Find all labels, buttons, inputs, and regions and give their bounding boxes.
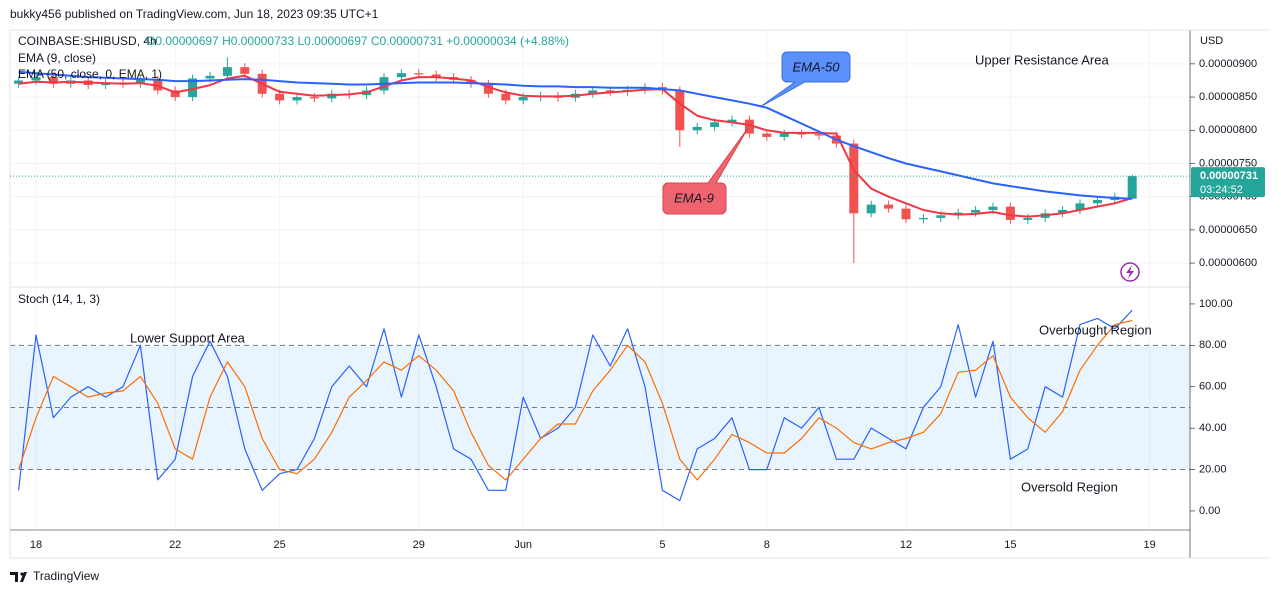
candle-body: [466, 79, 476, 84]
candle-body: [814, 134, 824, 136]
tradingview-logo: [10, 572, 27, 582]
candle-body: [292, 97, 302, 101]
y-tick-label: 0.00: [1199, 505, 1220, 517]
candle-body: [936, 215, 946, 218]
candle-body: [588, 90, 598, 94]
x-tick-label: 19: [1143, 539, 1155, 551]
x-tick-label: 5: [659, 539, 665, 551]
candle-body: [918, 217, 928, 220]
candle-body: [710, 122, 720, 127]
candle-body: [988, 206, 998, 210]
candle-body: [14, 80, 24, 84]
legend-ema9: EMA (9, close): [18, 51, 96, 65]
y-tick-label: 40.00: [1199, 422, 1227, 434]
candle-body: [31, 77, 41, 81]
x-tick-label: 25: [273, 539, 285, 551]
candle-body: [884, 204, 894, 209]
y-tick-label: 0.00000900: [1199, 58, 1257, 70]
candle-body: [744, 119, 754, 134]
candle-body: [762, 133, 772, 137]
y-tick-label: 100.00: [1199, 298, 1233, 310]
x-tick-label: 18: [30, 539, 42, 551]
callout-ema9: [662, 127, 749, 215]
annotation: Oversold Region: [1021, 479, 1118, 494]
candle-body: [779, 133, 789, 137]
y-tick-label: 0.00000800: [1199, 124, 1257, 136]
candle-body: [797, 133, 807, 135]
symbol: COINBASE:SHIBUSD, 4h: [18, 34, 157, 48]
y-tick-label: 80.00: [1199, 339, 1227, 351]
y-tick-label: 0.00000600: [1199, 257, 1257, 269]
annotation: Overbought Region: [1039, 322, 1152, 337]
candle-body: [431, 74, 441, 78]
x-tick-label: 12: [900, 539, 912, 551]
candle-body: [275, 93, 285, 101]
candle-body: [518, 97, 528, 101]
candle-body: [605, 90, 615, 92]
annotation: Upper Resistance Area: [975, 52, 1109, 67]
stoch-line: [18, 319, 1133, 481]
y-tick-label: 0.00000850: [1199, 91, 1257, 103]
legend-ema50: EMA (50, close, 0, EMA, 1): [18, 67, 162, 81]
ohlc: O0.00000697 H0.00000733 L0.00000697 C0.0…: [146, 34, 569, 48]
candle-body: [205, 75, 215, 79]
x-tick-label: 29: [413, 539, 425, 551]
candle-body: [971, 209, 981, 213]
y-tick-label: 20.00: [1199, 463, 1227, 475]
candle-body: [675, 90, 685, 131]
candle-body: [849, 143, 859, 214]
x-tick-label: Jun: [514, 539, 532, 551]
candle-body: [48, 77, 58, 84]
candle-body: [1075, 203, 1085, 210]
y-tick-label: 0.00000750: [1199, 157, 1257, 169]
candle-body: [135, 79, 145, 84]
candle-body: [240, 67, 250, 74]
candle-body: [188, 78, 198, 98]
candle-body: [1005, 206, 1015, 220]
footer: TradingView: [33, 569, 99, 583]
y-tick-label: 0.00000650: [1199, 224, 1257, 236]
author-line: bukky456 published on TradingView.com, J…: [10, 7, 379, 21]
candle-body: [1127, 176, 1137, 199]
candle-body: [1092, 200, 1102, 204]
lightning-icon: [1120, 262, 1140, 282]
x-tick-label: 8: [764, 539, 770, 551]
candle-body: [1058, 209, 1068, 214]
candle-body: [309, 97, 319, 99]
annotation: EMA-50: [793, 59, 841, 74]
axis-unit: USD: [1200, 35, 1223, 47]
candle-body: [414, 73, 424, 75]
candle-body: [692, 126, 702, 131]
candle-body: [222, 67, 232, 76]
last-price-badge: [1191, 167, 1265, 198]
countdown: 03:24:52: [1200, 184, 1243, 196]
candle-body: [866, 204, 876, 214]
x-tick-label: 15: [1004, 539, 1016, 551]
last-price-label: 0.00000731: [1200, 170, 1258, 182]
x-tick-label: 22: [169, 539, 181, 551]
annotation: EMA-9: [674, 190, 714, 205]
plot: [14, 57, 1137, 502]
stoch-title: Stoch (14, 1, 3): [18, 292, 100, 306]
annotation: Lower Support Area: [130, 330, 246, 345]
candle-body: [901, 208, 911, 220]
ema-line: [18, 70, 1133, 200]
ema-line: [18, 74, 1133, 218]
candle-body: [1023, 217, 1033, 220]
y-tick-label: 60.00: [1199, 381, 1227, 393]
candle-body: [483, 83, 493, 94]
candle-body: [396, 73, 406, 78]
candle-body: [501, 93, 511, 101]
candle-body: [170, 90, 180, 98]
candle-body: [727, 119, 737, 123]
callout-ema50: [759, 51, 851, 108]
stoch-line: [18, 309, 1133, 502]
